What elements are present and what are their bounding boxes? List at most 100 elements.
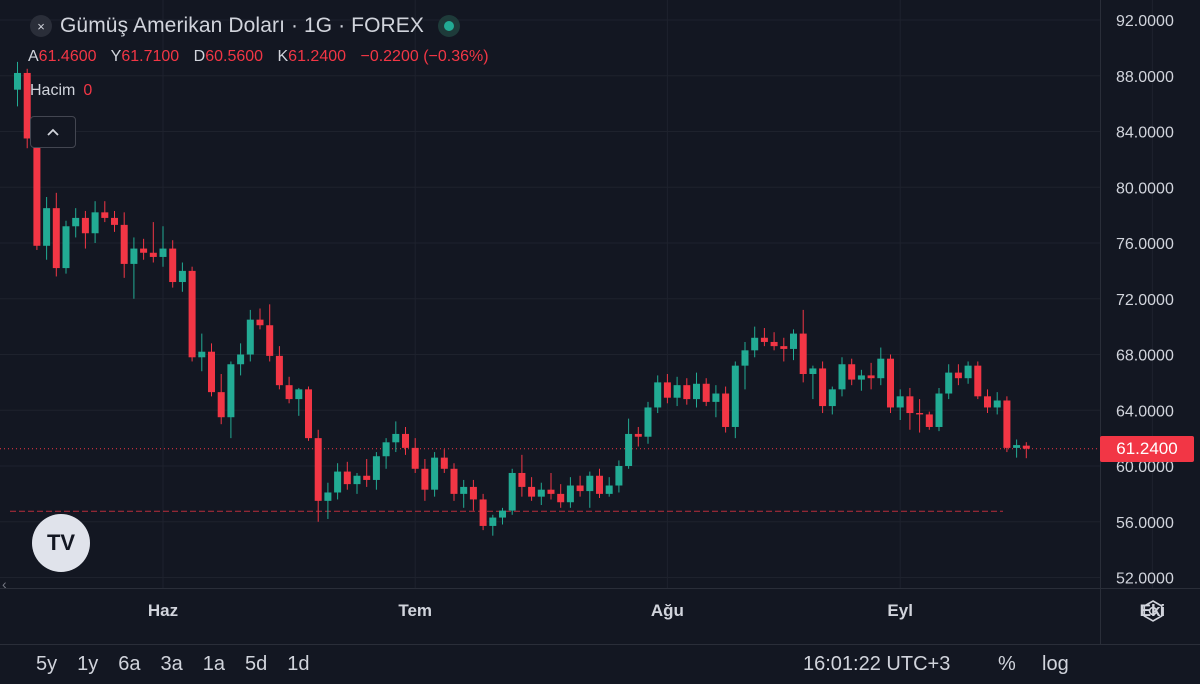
candle-body bbox=[916, 413, 924, 415]
candle-body bbox=[43, 208, 51, 246]
candle-body bbox=[237, 354, 245, 365]
candle-body bbox=[392, 433, 400, 443]
candle-body bbox=[208, 351, 215, 393]
candle-body bbox=[256, 319, 264, 326]
candle-body bbox=[857, 375, 865, 380]
range-1m-button[interactable]: 1a bbox=[202, 653, 225, 675]
candle-body bbox=[799, 333, 807, 375]
candle-body bbox=[23, 72, 31, 139]
range-1y-button[interactable]: 1y bbox=[77, 653, 99, 675]
x-tick-label: Haz bbox=[148, 601, 178, 620]
collapse-legend-button[interactable] bbox=[30, 116, 76, 148]
candle-body bbox=[402, 433, 409, 448]
candle-body bbox=[945, 372, 953, 394]
candle-body bbox=[275, 355, 283, 386]
candle-body bbox=[644, 407, 652, 437]
candle-body bbox=[770, 341, 778, 347]
candle-body bbox=[974, 365, 982, 397]
candle-body bbox=[566, 485, 574, 503]
candle-body bbox=[702, 383, 710, 402]
symbol-title[interactable]: Gümüş Amerikan Doları · 1G · FOREX bbox=[60, 14, 424, 37]
candle-body bbox=[343, 471, 351, 485]
volume-label: Hacim bbox=[30, 82, 76, 99]
candle-body bbox=[537, 489, 545, 497]
candle-body bbox=[867, 375, 875, 379]
candle-body bbox=[450, 468, 458, 494]
open-label: A bbox=[28, 48, 39, 65]
candle-body bbox=[159, 248, 167, 257]
x-tick-label: Tem bbox=[398, 601, 432, 620]
candle-body bbox=[285, 385, 293, 400]
scroll-left-icon[interactable]: ‹ bbox=[2, 576, 7, 592]
price-chart[interactable]: 92.0000 88.0000 84.0000 80.0000 76.0000 72.00… bbox=[0, 0, 1200, 645]
candle-body bbox=[382, 442, 390, 457]
range-6m-button[interactable]: 6a bbox=[118, 653, 141, 675]
candle-body bbox=[295, 389, 303, 400]
candle-body bbox=[790, 333, 797, 349]
candle-body bbox=[760, 337, 768, 342]
candle-body bbox=[925, 414, 933, 427]
candle-body bbox=[935, 393, 943, 427]
candle-body bbox=[838, 364, 846, 390]
y-tick-label: 60.0000 bbox=[1116, 459, 1174, 476]
candle-body bbox=[198, 351, 206, 358]
candle-body bbox=[72, 217, 80, 227]
candle-body bbox=[693, 383, 700, 400]
candle-body bbox=[334, 471, 342, 493]
candle-body bbox=[508, 472, 516, 511]
candle-body bbox=[877, 358, 885, 379]
candle-body bbox=[266, 325, 274, 356]
low-value: 60.5600 bbox=[205, 48, 264, 65]
candle-body bbox=[634, 433, 642, 437]
candle-body bbox=[81, 217, 89, 234]
candle-body bbox=[654, 382, 662, 408]
chevron-up-icon bbox=[47, 128, 59, 136]
candle-body bbox=[586, 475, 594, 492]
change-value: −0.2200 (−0.36%) bbox=[360, 48, 489, 65]
market-status-icon[interactable] bbox=[438, 15, 460, 37]
candle-body bbox=[227, 364, 235, 418]
candle-body bbox=[780, 346, 788, 349]
candle-body bbox=[52, 208, 60, 269]
candle-body bbox=[663, 382, 671, 398]
range-5y-button[interactable]: 5y bbox=[36, 653, 58, 675]
candle-body bbox=[305, 389, 312, 439]
candle-body bbox=[140, 248, 148, 253]
close-value: 61.2400 bbox=[288, 48, 347, 65]
tradingview-logo[interactable]: TV bbox=[32, 514, 90, 572]
percent-scale-toggle[interactable]: % bbox=[998, 653, 1016, 675]
volume-value: 0 bbox=[83, 82, 93, 99]
candle-body bbox=[906, 396, 914, 414]
candle-body bbox=[120, 224, 128, 264]
candle-body bbox=[993, 400, 1001, 408]
gear-icon[interactable] bbox=[1140, 598, 1166, 624]
candle-body bbox=[954, 372, 962, 379]
open-value: 61.4600 bbox=[38, 48, 97, 65]
candle-body bbox=[499, 510, 506, 518]
candle-body bbox=[440, 457, 448, 469]
range-3m-button[interactable]: 3a bbox=[160, 653, 183, 675]
range-selector: 5y 1y 6a 3a 1a 5d 1d bbox=[36, 653, 330, 676]
high-label: Y bbox=[110, 48, 122, 65]
candle-body bbox=[722, 393, 730, 427]
clock[interactable]: 16:01:22 UTC+3 bbox=[803, 653, 951, 675]
candle-body bbox=[372, 456, 380, 480]
candle-body bbox=[518, 472, 526, 487]
y-tick-label: 56.0000 bbox=[1116, 515, 1174, 532]
candle-body bbox=[246, 319, 254, 355]
range-5d-button[interactable]: 5d bbox=[245, 653, 268, 675]
candle-body bbox=[33, 138, 41, 246]
last-price-label: 61.2400 bbox=[1100, 436, 1194, 462]
candle-body bbox=[149, 252, 157, 257]
close-icon[interactable]: × bbox=[30, 15, 52, 37]
range-1d-button[interactable]: 1d bbox=[287, 653, 310, 675]
candle-body bbox=[557, 493, 565, 503]
y-tick-label: 88.0000 bbox=[1116, 69, 1174, 86]
candle-body bbox=[431, 457, 439, 490]
candle-body bbox=[421, 468, 429, 490]
candle-body bbox=[673, 385, 681, 398]
candle-body bbox=[314, 438, 322, 501]
ohlc-legend: A61.4600 Y61.7100 D60.5600 K61.2400 −0.2… bbox=[28, 48, 499, 66]
candle-body bbox=[324, 492, 332, 501]
log-scale-toggle[interactable]: log bbox=[1042, 653, 1069, 675]
